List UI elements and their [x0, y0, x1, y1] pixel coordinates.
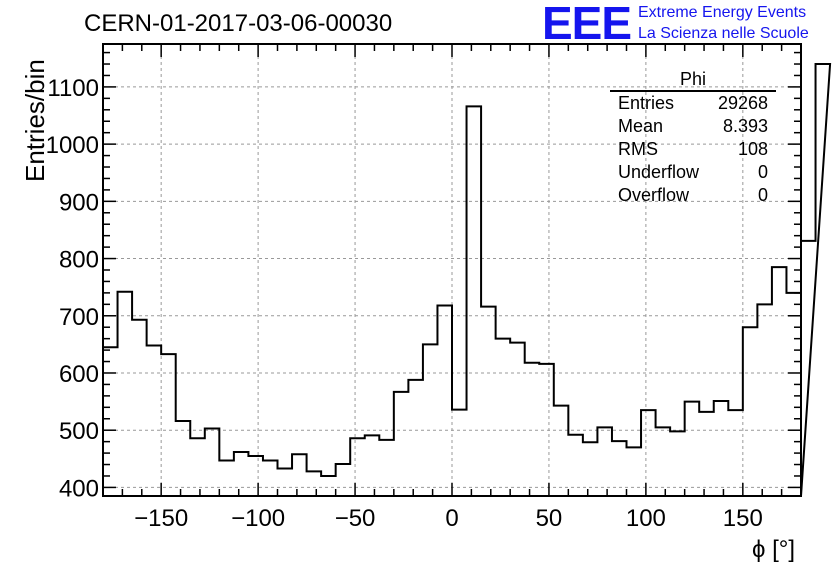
y-tick-label: 1000: [46, 132, 99, 159]
stats-title: Phi: [610, 68, 776, 92]
stats-row-entries: Entries 29268: [610, 92, 776, 115]
y-tick-label: 700: [59, 304, 99, 331]
x-tick-label: −100: [231, 505, 285, 532]
stats-value: 108: [737, 139, 768, 159]
y-tick-label: 600: [59, 361, 99, 388]
brand-name: Extreme Energy Events: [638, 4, 807, 21]
y-tick-label: 400: [59, 475, 99, 502]
tick-labels: −150 −100 −50 0 50 100 150 400 500 600 700 800 900 10…: [46, 75, 763, 532]
stats-label: Overflow: [618, 185, 690, 205]
y-axis-label: Entries/bin: [20, 59, 50, 182]
brand-tagline: La Scienza nelle Scuole: [638, 25, 809, 42]
y-tick-label: 800: [59, 247, 99, 274]
stats-row-mean: Mean 8.393: [610, 115, 776, 138]
stats-value: 0: [757, 185, 768, 205]
stats-value: 29268: [717, 93, 768, 113]
x-axis-label: ϕ [°]: [752, 536, 796, 563]
axis-ticks: [102, 44, 802, 496]
chart-title: CERN-01-2017-03-06-00030: [84, 10, 393, 37]
y-tick-label: 500: [59, 418, 99, 445]
stats-box: Phi Entries 29268 Mean 8.393 RMS 108 Und…: [610, 68, 776, 207]
x-tick-label: 150: [723, 505, 763, 532]
stats-row-underflow: Underflow 0: [610, 161, 776, 184]
stats-value: 8.393: [722, 116, 768, 136]
histogram-series-line: [102, 63, 832, 497]
stats-label: Mean: [618, 116, 664, 136]
y-tick-label: 900: [59, 189, 99, 216]
x-tick-label: −150: [134, 505, 188, 532]
stats-label: Underflow: [618, 162, 700, 182]
brand-logo: EEE: [542, 0, 632, 49]
y-tick-label: 1100: [47, 75, 99, 102]
brand-block: EEE Extreme Energy Events La Scienza nel…: [542, 0, 834, 49]
x-tick-label: −50: [335, 505, 376, 532]
plot-frame: [102, 43, 802, 497]
stats-value: 0: [757, 162, 768, 182]
x-tick-label: 100: [626, 505, 666, 532]
stats-label: Entries: [618, 93, 675, 113]
stats-row-rms: RMS 108: [610, 138, 776, 161]
stats-label: RMS: [618, 139, 658, 159]
x-tick-label: 0: [445, 505, 458, 532]
x-tick-label: 50: [536, 505, 563, 532]
stats-row-overflow: Overflow 0: [610, 184, 776, 207]
